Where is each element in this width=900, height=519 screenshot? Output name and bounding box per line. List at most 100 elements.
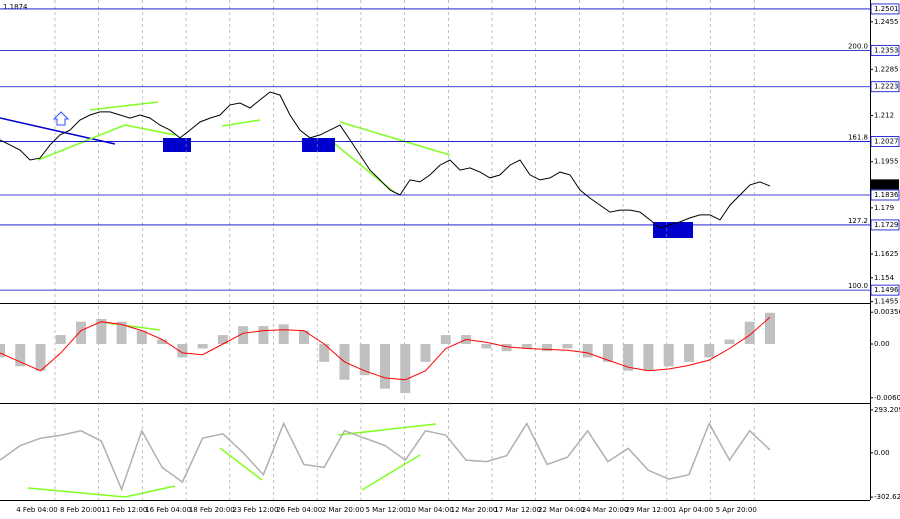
y-tick-label: 293.2095 <box>874 406 900 414</box>
level-label: 1.1836 <box>874 191 899 199</box>
signal-box <box>163 138 191 152</box>
x-tick-label: 10 Mar 04:00 <box>407 506 454 514</box>
x-tick-label: 11 Feb 12:00 <box>101 506 147 514</box>
macd-bar <box>359 344 370 376</box>
trend-line <box>339 121 451 156</box>
macd-bar <box>319 344 330 362</box>
signal-box <box>302 138 335 152</box>
level-label: 1.2223 <box>874 83 899 91</box>
x-tick-label: 26 Feb 04:00 <box>276 506 322 514</box>
macd-bar <box>683 344 694 362</box>
macd-bar <box>562 344 573 349</box>
x-tick-label: 1 Apr 04:00 <box>672 506 713 514</box>
trend-line <box>219 447 263 481</box>
x-tick-label: 24 Mar 20:00 <box>582 506 629 514</box>
up-arrow <box>52 111 70 126</box>
macd-bar <box>663 344 674 367</box>
y-tick-label: -302.623 <box>874 493 900 501</box>
macd-bar <box>481 344 492 349</box>
last-price-label: 1.1874 <box>874 180 899 188</box>
trend-line <box>27 487 126 498</box>
level-label-box <box>870 136 900 147</box>
macd-bar <box>55 335 66 345</box>
level-label: 1.2501 <box>874 5 899 13</box>
level-label-box <box>870 44 900 56</box>
x-tick-label: 5 Mar 12:00 <box>365 506 407 514</box>
y-tick-label: 0.00 <box>874 449 890 457</box>
macd-bar <box>724 339 735 345</box>
y-tick-label: 1.1955 <box>874 158 899 166</box>
y-tick-label: 0.00 <box>874 340 890 348</box>
x-tick-label: 2 Mar 20:00 <box>322 506 364 514</box>
macd-bar <box>35 344 46 371</box>
level-label-box <box>870 81 900 93</box>
macd-bar <box>440 335 451 345</box>
y-tick-label: 1.1625 <box>874 250 899 258</box>
fib-label: 161.8 <box>848 134 868 142</box>
oscillator-line <box>0 421 771 492</box>
level-label-box <box>870 219 900 231</box>
y-tick-label: -0.00603 <box>874 394 900 402</box>
x-tick-label: 8 Feb 20:00 <box>60 506 101 514</box>
level-label: 1.1496 <box>874 286 899 294</box>
trend-line <box>124 485 176 498</box>
y-tick-label: 1.212 <box>874 112 894 120</box>
macd-bar <box>96 319 107 345</box>
y-tick-label: 0.00356 <box>874 308 900 316</box>
trend-line <box>0 117 116 145</box>
x-tick-label: 16 Feb 04:00 <box>145 506 191 514</box>
y-tick-label: 1.2455 <box>874 18 899 26</box>
level-label-box <box>870 189 900 201</box>
last-price-box <box>871 179 899 190</box>
x-tick-label: 17 Mar 12:00 <box>494 506 541 514</box>
trend-line <box>361 454 421 491</box>
x-tick-label: 22 Mar 04:00 <box>538 506 585 514</box>
macd-bar <box>602 344 613 362</box>
y-tick-label: 1.1455 <box>874 298 899 306</box>
macd-bar <box>380 344 390 389</box>
macd-bar <box>278 324 289 345</box>
macd-bar <box>177 344 188 358</box>
macd-bar <box>744 321 755 345</box>
trend-line <box>89 101 159 111</box>
macd-bar <box>623 344 634 371</box>
level-label: 1.2027 <box>874 138 899 146</box>
macd-bar <box>400 344 411 394</box>
x-tick-label: 29 Mar 12:00 <box>625 506 672 514</box>
trend-line <box>221 119 261 127</box>
plot-bg <box>0 0 870 519</box>
macd-bar <box>217 335 228 345</box>
macd-bar <box>765 312 775 345</box>
y-tick-label: 1.179 <box>874 204 894 212</box>
macd-bar <box>0 344 5 358</box>
trend-line <box>37 124 176 161</box>
macd-bar <box>542 344 553 352</box>
macd-bar <box>521 344 532 349</box>
fib-label: 127.2 <box>848 217 868 225</box>
fib-label: 200.0 <box>848 42 868 50</box>
trend-line <box>337 423 437 436</box>
macd-bar <box>238 326 249 345</box>
price-line <box>0 91 771 229</box>
level-label-box <box>870 3 900 15</box>
x-tick-label: 23 Feb 12:00 <box>233 506 279 514</box>
y-tick-label: 1.2285 <box>874 65 899 73</box>
symbol-price: 1.1874 <box>3 3 28 11</box>
macd-bar <box>76 321 87 345</box>
macd-bar <box>116 321 127 345</box>
macd-bar <box>643 344 654 371</box>
macd-bar <box>704 344 715 358</box>
macd-bar <box>298 330 309 345</box>
macd-bar <box>197 344 208 349</box>
macd-signal <box>0 316 771 381</box>
y-tick-label: 1.154 <box>874 274 895 282</box>
macd-bar <box>157 339 168 345</box>
level-label-box <box>870 284 900 296</box>
level-label: 1.2353 <box>874 46 899 54</box>
fib-label: 100.0 <box>848 282 868 290</box>
macd-bar <box>136 330 147 345</box>
signal-box <box>653 222 693 238</box>
macd-bar <box>501 344 512 352</box>
x-tick-label: 5 Apr 20:00 <box>716 506 757 514</box>
